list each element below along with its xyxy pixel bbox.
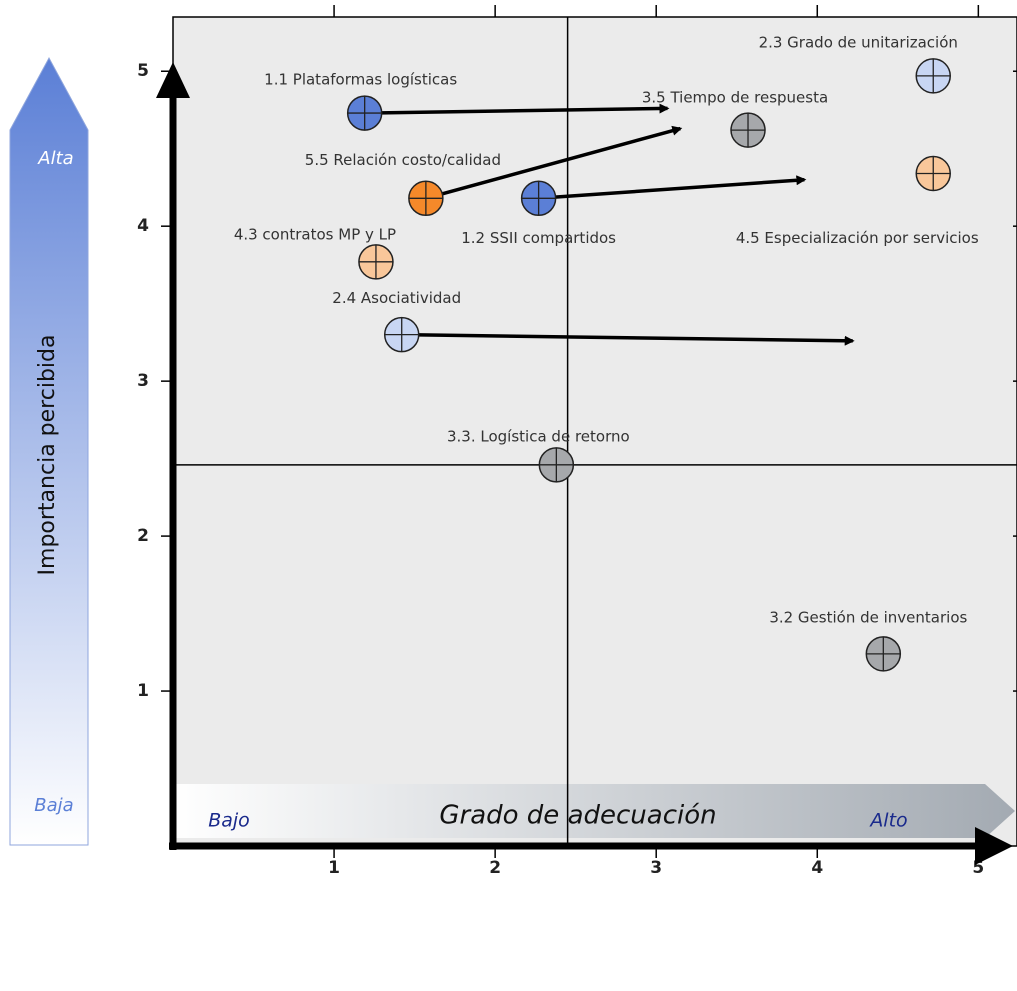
y-axis-head bbox=[156, 62, 190, 98]
point bbox=[915, 155, 951, 192]
point-label: 4.3 contratos MP y LP bbox=[234, 225, 396, 243]
point-label: 1.2 SSII compartidos bbox=[461, 229, 616, 247]
point-label: 1.1 Plataformas logísticas bbox=[264, 71, 457, 89]
point-label: 2.3 Grado de unitarización bbox=[759, 33, 958, 51]
x-tick-label: 2 bbox=[489, 858, 501, 878]
y-tick-label: 1 bbox=[137, 681, 149, 701]
point-label: 4.5 Especialización por servicios bbox=[736, 229, 979, 247]
x-tick-label: 3 bbox=[650, 858, 662, 878]
point bbox=[408, 180, 444, 217]
point bbox=[915, 58, 951, 94]
point bbox=[346, 95, 383, 131]
point-label: 5.5 Relación costo/calidad bbox=[305, 151, 501, 169]
point bbox=[730, 112, 766, 148]
x-tick-label: 1 bbox=[328, 858, 340, 878]
point-label: 3.2 Gestión de inventarios bbox=[769, 608, 967, 626]
y-tick-label: 3 bbox=[137, 371, 149, 391]
y-low: Baja bbox=[34, 795, 73, 816]
y-tick-label: 2 bbox=[137, 526, 149, 546]
point-label: 2.4 Asociatividad bbox=[332, 289, 461, 307]
point bbox=[383, 316, 420, 353]
y-axis-title: Importancia percibida bbox=[35, 335, 60, 576]
arrow bbox=[425, 125, 683, 200]
y-tick-label: 4 bbox=[137, 216, 149, 236]
x-high: Alto bbox=[868, 810, 907, 832]
y-high: Alta bbox=[37, 148, 73, 169]
point bbox=[520, 180, 557, 217]
arrow bbox=[401, 332, 855, 346]
point-label: 3.3. Logística de retorno bbox=[447, 427, 630, 445]
x-gradient-arrow bbox=[172, 784, 1015, 838]
point-label: 3.5 Tiempo de respuesta bbox=[642, 89, 828, 107]
y-gradient-arrow bbox=[9, 56, 89, 846]
x-tick-label: 5 bbox=[972, 858, 984, 878]
point bbox=[538, 447, 575, 483]
x-tick-label: 4 bbox=[811, 858, 823, 878]
x-axis-head bbox=[975, 827, 1013, 865]
point bbox=[865, 636, 902, 672]
x-axis-title: Grado de adecuación bbox=[439, 801, 716, 831]
arrow bbox=[364, 103, 670, 115]
y-tick-label: 5 bbox=[137, 61, 149, 81]
plot-area bbox=[172, 16, 1017, 847]
x-low: Bajo bbox=[208, 810, 250, 832]
arrow bbox=[538, 175, 807, 201]
point bbox=[358, 244, 394, 280]
